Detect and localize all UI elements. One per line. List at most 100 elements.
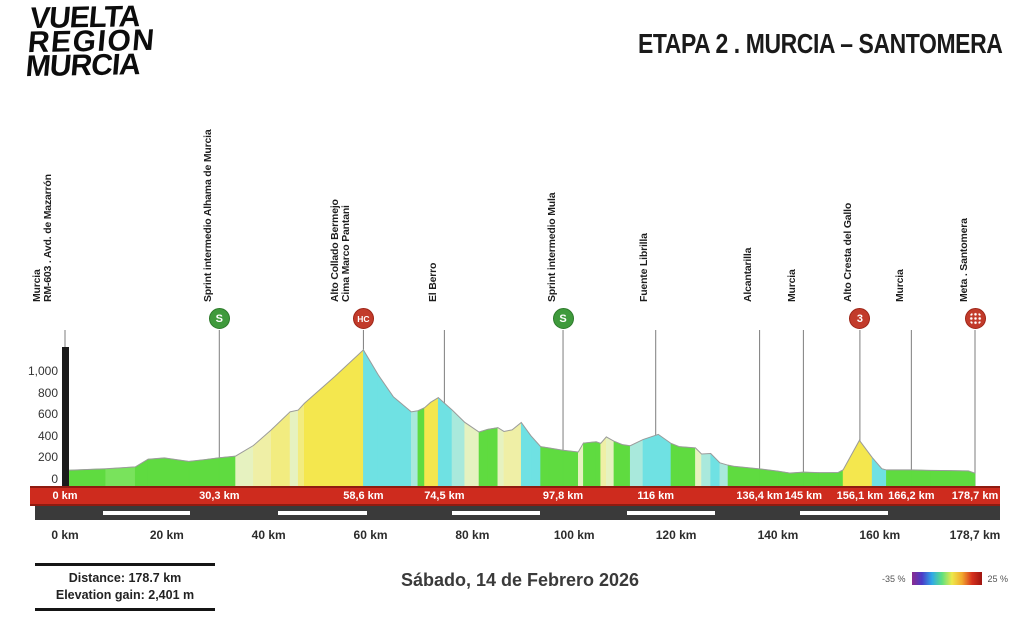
- profile-segment: [270, 411, 291, 488]
- profile-segment: [886, 469, 912, 488]
- x-tick-label: 20 km: [149, 528, 184, 542]
- x-tick-label: 120 km: [655, 528, 697, 542]
- profile-segment: [733, 465, 760, 488]
- km-marker-label: 30,3 km: [199, 490, 240, 502]
- profile-segment: [562, 449, 579, 488]
- waypoint-label: Sprint intermedio Mula: [545, 192, 558, 302]
- profile-segment: [64, 468, 107, 488]
- profile-segment: [164, 457, 190, 488]
- km-marker-label: 0 km: [52, 490, 78, 502]
- profile-segment: [253, 429, 272, 488]
- y-tick-label: 400: [37, 428, 58, 443]
- profile-segment: [451, 409, 466, 488]
- profile-segment: [297, 402, 305, 488]
- y-tick-label: 0: [51, 472, 58, 486]
- finish-flag-icon: [964, 308, 986, 329]
- km-marker-label: 116 km: [637, 490, 675, 502]
- checkered-pattern: [968, 312, 982, 325]
- gradient-legend-max: 25 %: [987, 573, 1009, 584]
- profile-segment: [393, 396, 412, 488]
- profile-segment: [511, 421, 522, 488]
- profile-segment: [377, 373, 394, 488]
- waypoint-label-line: Murcia: [893, 269, 906, 302]
- y-tick-label: 1,000: [27, 364, 58, 378]
- profile-segment: [478, 428, 488, 488]
- x-tick-label: 160 km: [859, 528, 901, 542]
- x-tick-label: 80 km: [455, 528, 490, 542]
- x-tick-label: 140 km: [757, 528, 799, 542]
- profile-segment: [304, 375, 336, 488]
- scale-bar-dash: [277, 511, 367, 515]
- km-marker-label: 97,8 km: [542, 490, 584, 502]
- profile-segment: [911, 469, 931, 488]
- profile-segment: [334, 349, 364, 488]
- km-marker-label: 166,2 km: [888, 490, 935, 502]
- profile-segment: [188, 459, 206, 488]
- km-marker-label: 156,1 km: [836, 490, 884, 502]
- profile-segment: [701, 453, 712, 488]
- km-marker-label: 136,4 km: [736, 490, 783, 502]
- cat3-climb-icon: 3: [849, 308, 871, 329]
- elevation-gain-value: Elevation gain: 2,401 m: [55, 588, 195, 602]
- profile-segment: [803, 471, 819, 488]
- profile-outline: [64, 349, 976, 474]
- waypoint-label-line: Alcantarilla: [742, 247, 755, 302]
- profile-segment: [842, 440, 860, 488]
- profile-segment: [595, 441, 602, 488]
- profile-segment: [430, 397, 439, 488]
- profile-segment: [530, 435, 541, 488]
- gradient-legend: -35 % 25 %: [882, 572, 1008, 585]
- km-marker-label: 58,6 km: [343, 490, 384, 502]
- y-tick-label: 200: [37, 450, 58, 465]
- waypoint-label-line: Cima Marco Pantani: [340, 205, 353, 302]
- waypoint-label-line: El Berro: [426, 262, 439, 302]
- waypoint-label: Meta . Santomera: [958, 218, 970, 302]
- waypoint-label-line: RM-603 . Avd. de Mazarrón: [42, 174, 54, 302]
- waypoint-label: Fuente Librilla: [638, 233, 651, 302]
- profile-segment: [727, 464, 734, 488]
- profile-segment: [105, 466, 136, 488]
- profile-segment: [437, 397, 453, 488]
- profile-segment: [613, 440, 623, 488]
- profile-segment: [695, 447, 702, 488]
- x-tick-label: 100 km: [553, 528, 595, 542]
- distance-value: Distance: 178.7 km: [68, 571, 182, 585]
- km-marker-bar: [30, 486, 1000, 506]
- sprint-icon: S: [208, 308, 230, 329]
- profile-segment: [487, 427, 499, 488]
- profile-segment: [759, 468, 779, 488]
- profile-segment: [678, 446, 696, 488]
- profile-segment: [289, 409, 299, 488]
- waypoint-label-line: Fuente Librilla: [638, 233, 651, 302]
- sprint-icon: S: [552, 308, 574, 329]
- waypoint-label-line: Sprint intermedio Mula: [545, 192, 558, 302]
- distance-scale-bar: [35, 506, 1000, 520]
- profile-segment: [777, 470, 791, 488]
- profile-segment: [424, 401, 431, 488]
- profile-segment: [410, 410, 419, 488]
- gradient-legend-bar: [911, 572, 982, 585]
- waypoint-label: Alcantarilla: [742, 247, 755, 302]
- waypoint-label: Sprint intermedio Alhama de Murcia: [201, 129, 214, 302]
- x-tick-label: 60 km: [353, 528, 388, 542]
- profile-segment: [520, 421, 532, 488]
- profile-segment: [497, 427, 505, 488]
- profile-segment: [606, 436, 615, 488]
- stage-info-box: Distance: 178.7 km Elevation gain: 2,401…: [35, 563, 215, 611]
- hc-climb-icon: HC: [352, 308, 374, 329]
- profile-segment: [417, 407, 425, 488]
- profile-segment: [600, 436, 607, 488]
- profile-segment: [218, 455, 236, 488]
- waypoint-label: Murcia: [785, 269, 798, 302]
- waypoint-label-line: Murcia: [785, 269, 798, 302]
- profile-segment: [147, 457, 165, 488]
- profile-segment: [871, 456, 883, 488]
- waypoint-label-line: Sprint intermedio Alhama de Murcia: [201, 129, 214, 302]
- scale-bar-dash: [103, 511, 190, 515]
- profile-segment: [540, 446, 550, 488]
- profile-segment: [789, 471, 804, 488]
- km-marker-label: 145 km: [784, 490, 823, 502]
- profile-segment: [464, 421, 480, 488]
- profile-segment: [204, 457, 220, 488]
